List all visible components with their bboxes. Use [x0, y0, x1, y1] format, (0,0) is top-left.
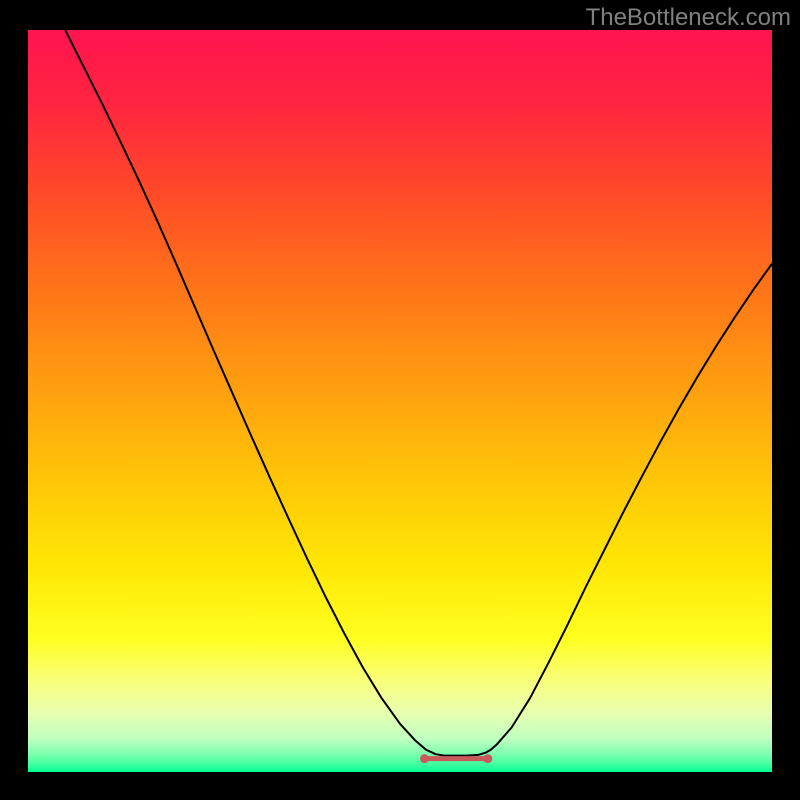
floor-marker-dot-right: [483, 754, 492, 763]
plot-area: [28, 30, 772, 772]
chart-root: TheBottleneck.com: [0, 0, 800, 800]
curve-layer: [28, 30, 772, 772]
watermark-text: TheBottleneck.com: [586, 4, 791, 32]
floor-marker-dot-left: [420, 754, 429, 763]
bottleneck-curve: [65, 30, 772, 756]
